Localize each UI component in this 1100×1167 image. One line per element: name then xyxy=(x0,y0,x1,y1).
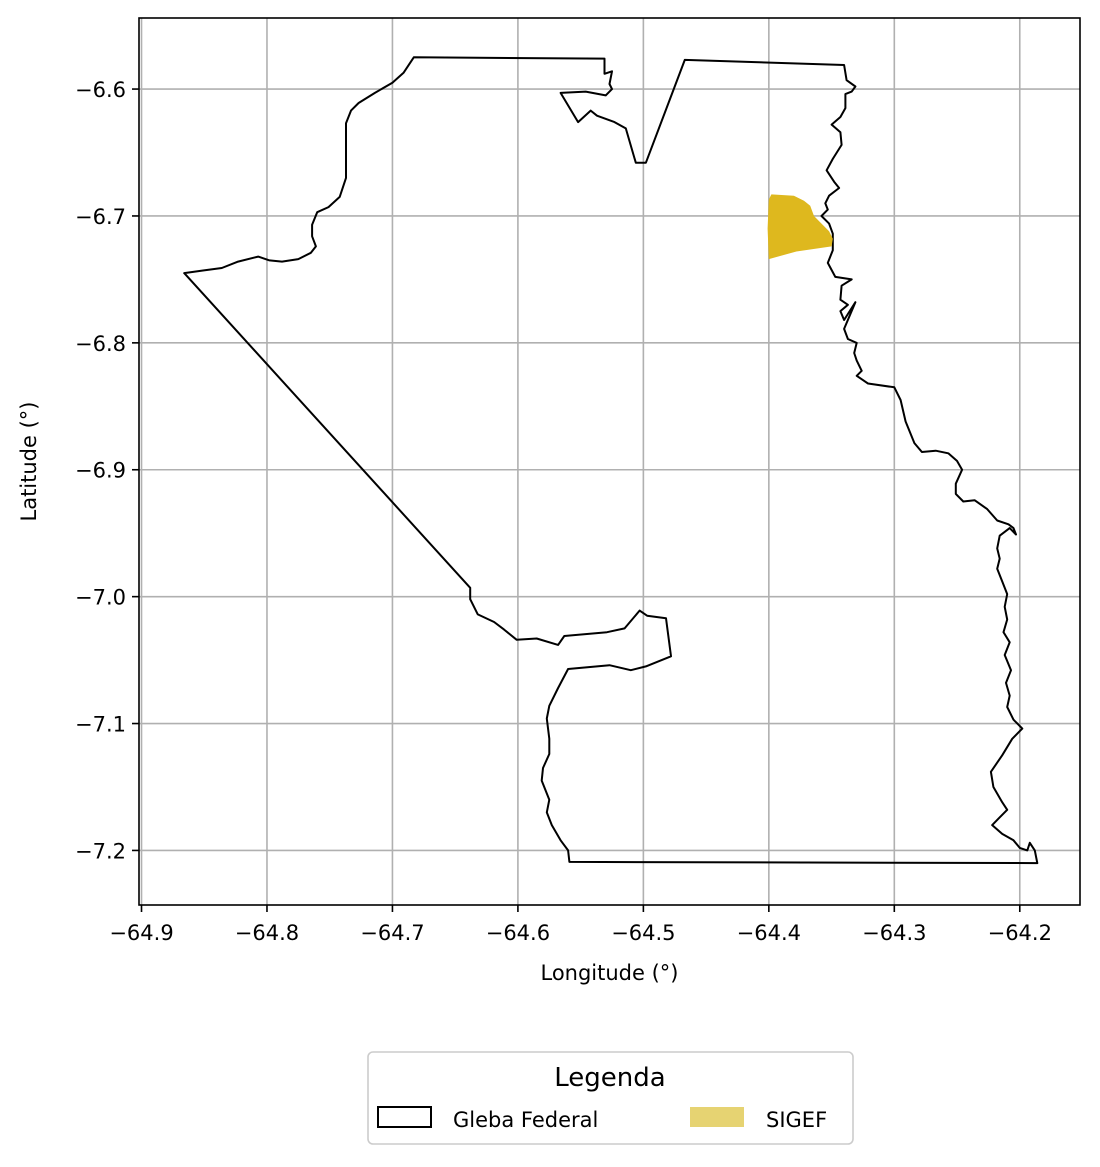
grid-lines xyxy=(139,18,1080,905)
legend-swatch-gleba-federal xyxy=(377,1106,432,1128)
x-tick-label: −64.6 xyxy=(486,921,550,945)
x-tick-label: −64.9 xyxy=(109,921,173,945)
y-tick-label: −6.7 xyxy=(75,205,126,229)
y-tick-label: −6.9 xyxy=(75,459,126,483)
legend: Legenda Gleba Federal SIGEF xyxy=(367,1051,854,1145)
map-polygons xyxy=(183,56,1039,865)
x-tick-label: −64.4 xyxy=(737,921,801,945)
plot-frame xyxy=(138,17,1081,906)
y-tick-label: −7.0 xyxy=(75,586,126,610)
y-tick-label: −6.8 xyxy=(75,332,126,356)
polygon-gleba-federal xyxy=(183,56,1039,865)
x-tick-label: −64.2 xyxy=(988,921,1052,945)
y-tick-label: −7.1 xyxy=(75,713,126,737)
axis-ticks: −64.9 −64.8 −64.7 −64.6 −64.5 −64.4 −64.3 −64.2… xyxy=(75,78,1052,945)
legend-label-sigef: SIGEF xyxy=(766,1108,827,1132)
x-tick-label: −64.8 xyxy=(235,921,299,945)
legend-title: Legenda xyxy=(554,1063,665,1093)
legend-swatch-sigef xyxy=(690,1107,744,1127)
x-tick-label: −64.3 xyxy=(862,921,926,945)
y-tick-label: −7.2 xyxy=(75,839,126,863)
polygon-sigef xyxy=(767,194,833,260)
x-axis-label: Longitude (°) xyxy=(540,961,678,985)
y-tick-label: −6.6 xyxy=(75,78,126,102)
legend-label-gleba-federal: Gleba Federal xyxy=(453,1108,598,1132)
x-tick-label: −64.5 xyxy=(611,921,675,945)
x-tick-label: −64.7 xyxy=(360,921,424,945)
y-axis-label: Latitude (°) xyxy=(17,402,41,522)
